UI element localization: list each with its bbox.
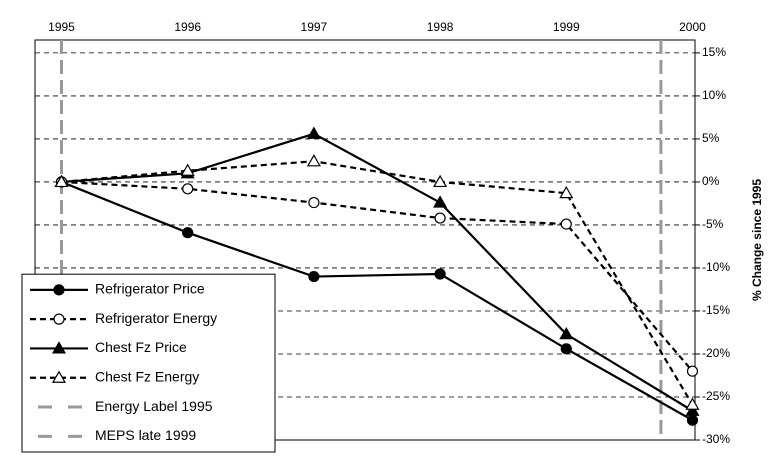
data-point [560,218,572,230]
y-axis-label: % Change since 1995 [750,179,764,301]
data-point [434,212,446,224]
x-tick-label: 1999 [553,20,580,34]
y-tick-label: -5% [702,217,724,231]
legend-marker [53,313,65,325]
data-point [180,163,195,176]
legend-box [21,273,276,453]
legend-marker [51,370,67,383]
data-point [182,227,194,239]
data-point [686,365,699,377]
data-point [685,397,700,410]
y-tick-label: 15% [702,45,726,59]
data-point [433,195,448,208]
x-tick-label: 1997 [301,20,328,34]
series-line [61,180,694,422]
y-tick-label: -30% [702,432,730,446]
data-point [306,154,321,167]
x-tick-label: 1998 [427,20,454,34]
y-tick-label: -20% [702,346,730,360]
legend-label: Chest Fz Energy [95,368,199,384]
series-line [61,132,694,412]
y-tick-label: -15% [702,303,730,317]
data-point [560,343,572,355]
y-tick-label: -10% [702,260,730,274]
series-line [61,160,694,406]
data-point [306,126,321,139]
legend-label: Energy Label 1995 [95,398,213,414]
data-point [54,174,69,188]
legend-label: Refrigerator Price [95,281,205,297]
data-point [559,326,574,340]
data-point [182,183,194,195]
y-tick-label: 0% [702,174,720,188]
x-tick-label: 1996 [174,20,201,34]
legend-marker [51,341,67,354]
y-tick-label: -25% [702,389,730,403]
data-point [686,414,699,426]
data-point [685,403,700,416]
data-point [308,270,320,283]
x-tick-label: 2000 [679,20,706,34]
legend-marker [53,284,65,296]
data-point [559,185,574,199]
data-point [433,174,448,188]
x-tick-label: 1995 [48,20,75,34]
legend-label: Chest Fz Price [95,339,187,355]
y-tick-label: 10% [702,88,726,102]
series-line [61,180,694,372]
y-tick-label: 5% [702,131,720,145]
data-point [308,196,320,209]
legend-label: MEPS late 1999 [95,427,196,443]
legend-label: Refrigerator Energy [95,310,217,326]
data-point [434,268,446,280]
